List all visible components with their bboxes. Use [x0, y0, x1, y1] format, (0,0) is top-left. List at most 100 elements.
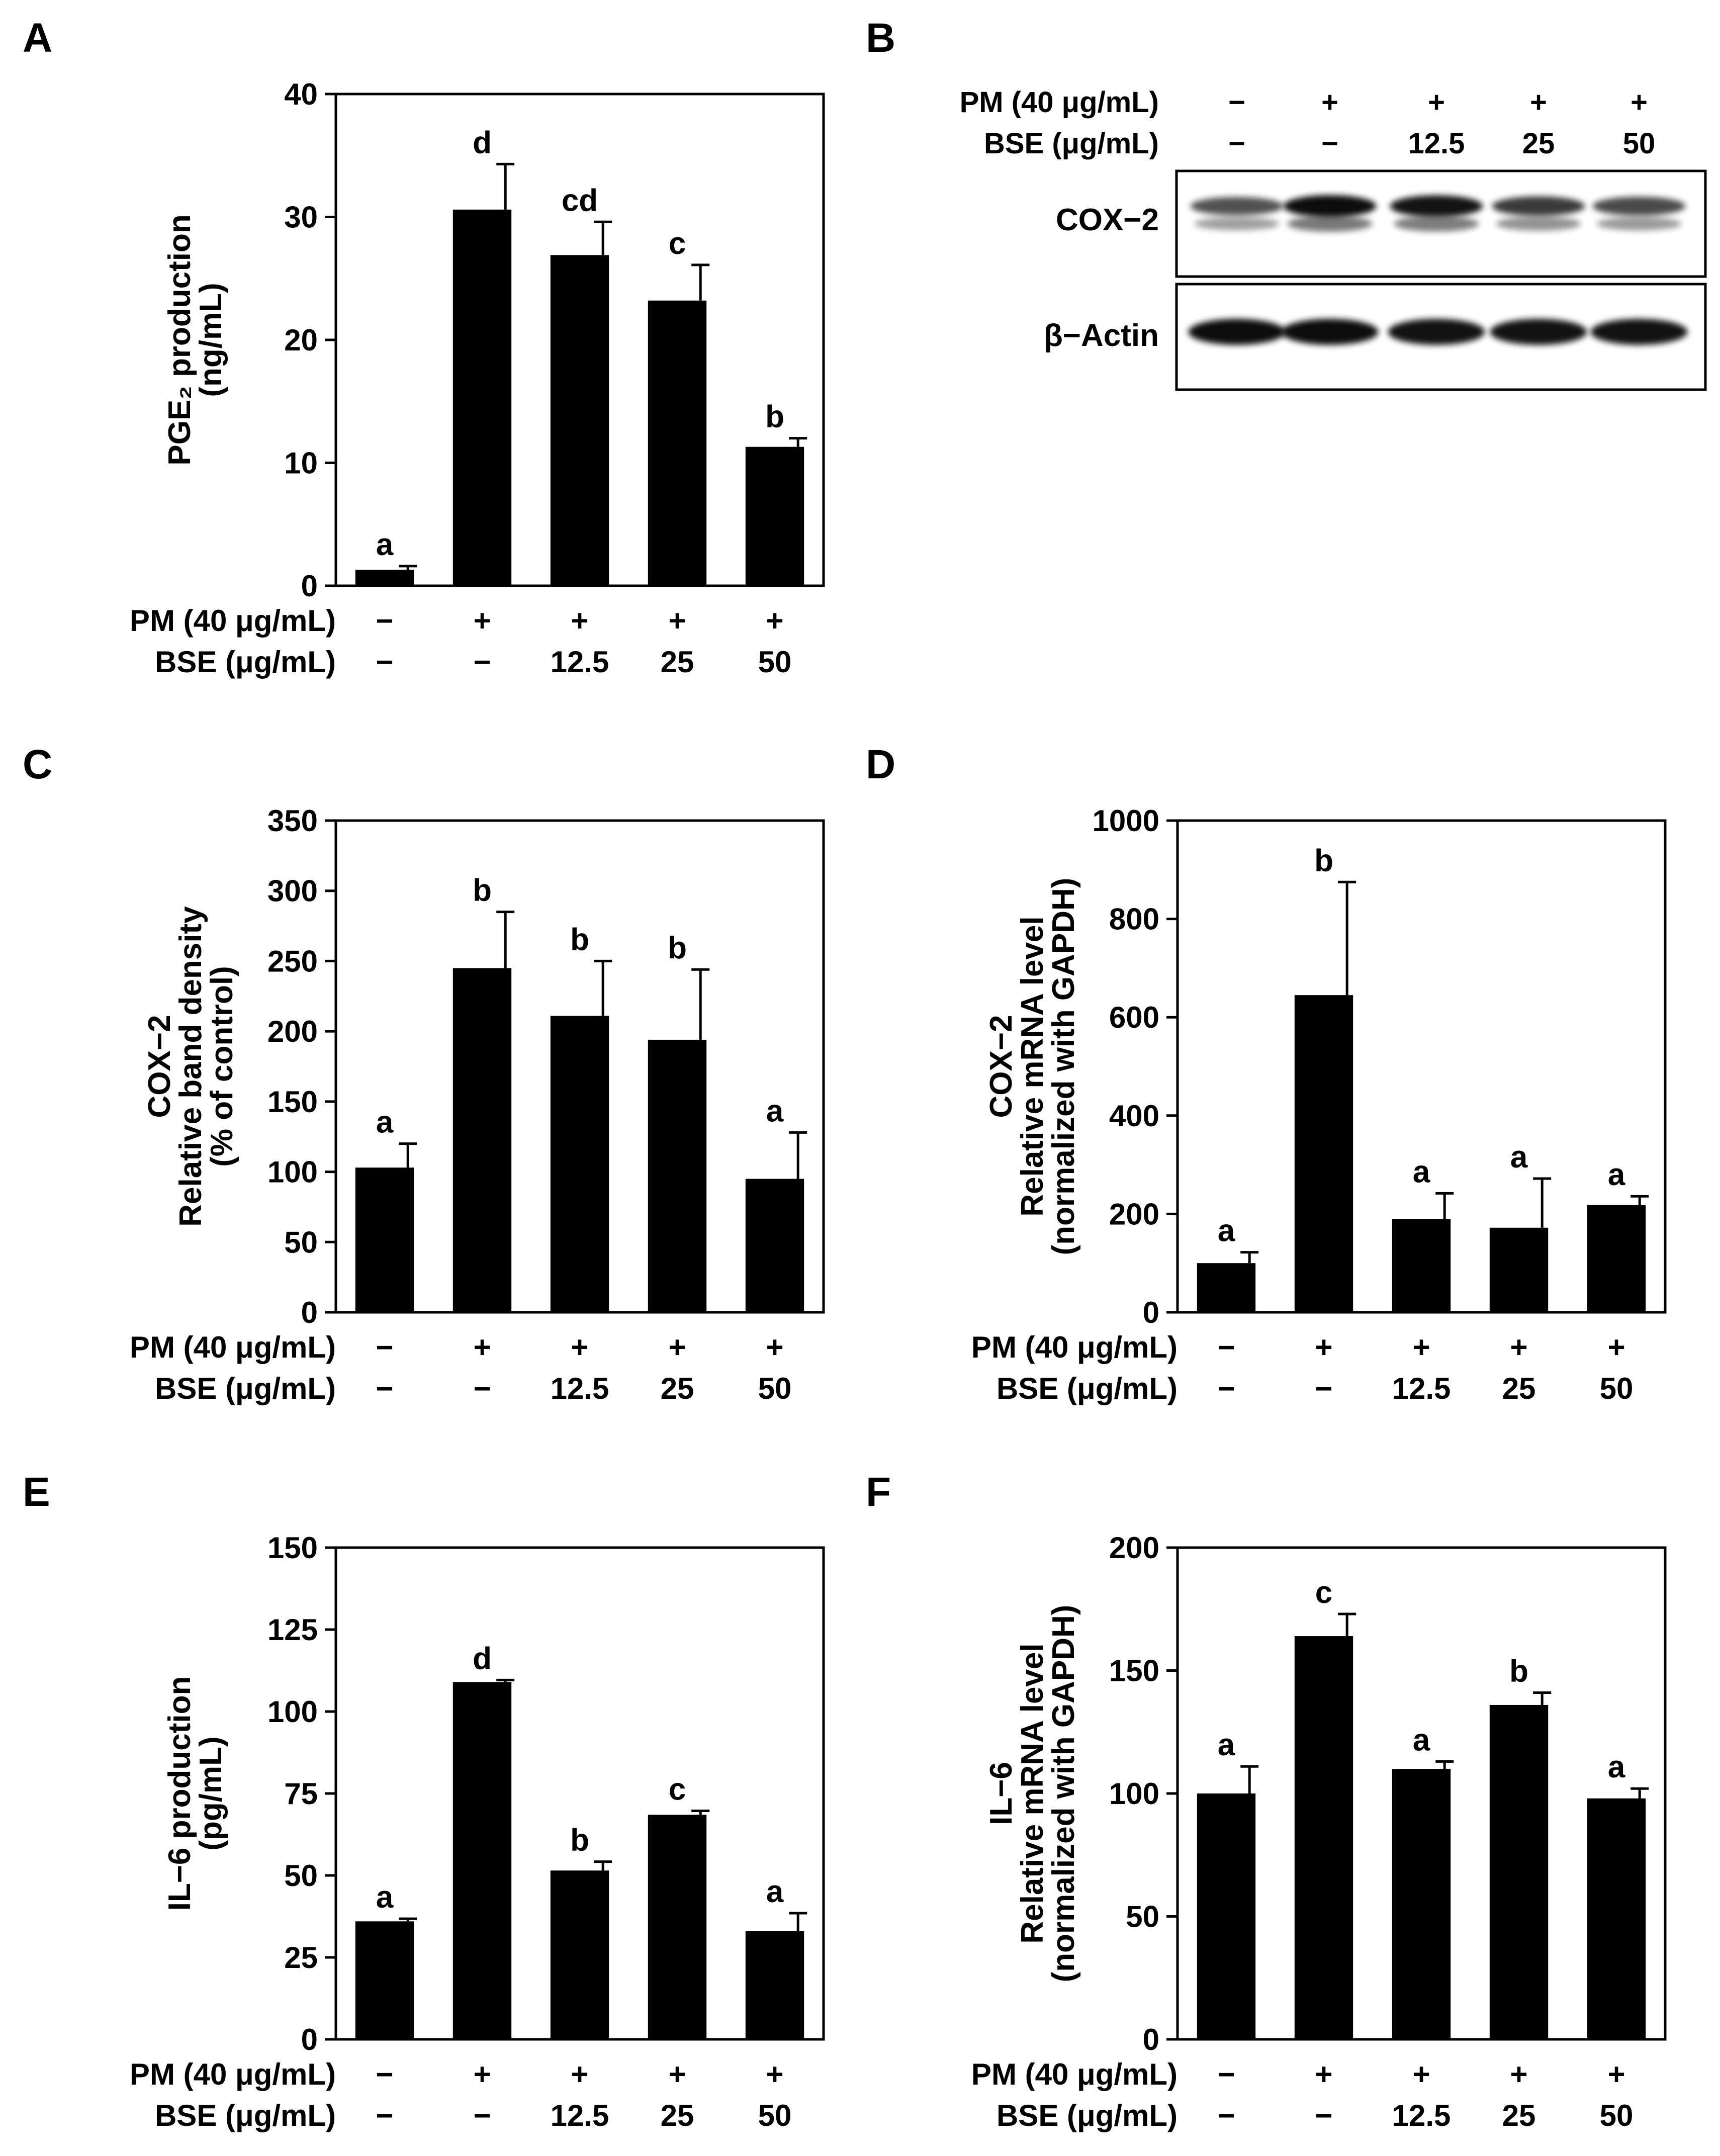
- y-tick-label: 0: [1143, 1296, 1159, 1329]
- bse-value: 12.5: [1392, 2099, 1451, 2132]
- y-tick-label: 0: [301, 2023, 318, 2056]
- bar: [355, 1921, 414, 2039]
- cox2-band-lower: [1496, 216, 1581, 231]
- chart-e-il6-production: 0 25 50 75 100 125 150 IL−6 production(pg/mL) a d…: [130, 1531, 825, 2132]
- y-tick-label: 0: [1143, 2023, 1159, 2056]
- bse-label: BSE (μg/mL): [155, 645, 336, 679]
- y-tick-label: 200: [267, 1015, 318, 1048]
- bse-value: 25: [661, 1372, 694, 1405]
- blot-bse-label: BSE (μg/mL): [984, 127, 1159, 160]
- y-tick-label: 300: [267, 874, 318, 908]
- significance-label: a: [376, 1880, 394, 1915]
- cox2-band-upper: [1492, 196, 1585, 216]
- y-tick-label: 0: [301, 1296, 318, 1329]
- significance-label: b: [570, 922, 589, 957]
- bse-value: −: [473, 2099, 491, 2132]
- significance-label: c: [1315, 1575, 1332, 1610]
- bar: [1294, 995, 1353, 1312]
- cox2-band-lower: [1287, 216, 1373, 232]
- cox2-band-upper: [1592, 197, 1686, 216]
- pm-sign: +: [473, 1330, 491, 1364]
- bse-value: −: [1217, 1372, 1235, 1405]
- pm-label: PM (40 μg/mL): [971, 1330, 1178, 1364]
- actin-band: [1281, 319, 1379, 345]
- panel-letter-e: E: [23, 1469, 50, 1515]
- significance-label: b: [668, 931, 687, 965]
- pm-sign: −: [1217, 2057, 1235, 2091]
- cox2-band-lower: [1394, 216, 1479, 232]
- pm-sign: −: [376, 2057, 393, 2091]
- bse-value: 25: [661, 645, 694, 679]
- significance-label: b: [570, 1823, 589, 1858]
- blot-pm-sign: +: [1428, 86, 1445, 119]
- significance-label: b: [1509, 1654, 1528, 1689]
- bar: [745, 1179, 804, 1312]
- y-tick-label: 20: [284, 323, 318, 357]
- bse-value: 25: [1502, 2099, 1536, 2132]
- bse-value: −: [376, 645, 393, 679]
- bse-label: BSE (μg/mL): [155, 2099, 336, 2132]
- pm-sign: +: [571, 2057, 588, 2091]
- y-tick-label: 1000: [1093, 804, 1159, 838]
- bar: [452, 1682, 512, 2039]
- significance-label: d: [473, 125, 492, 160]
- blot-label-actin: β−Actin: [1044, 318, 1159, 353]
- pm-sign: +: [668, 604, 686, 638]
- bse-value: 12.5: [1392, 1372, 1451, 1405]
- y-tick-label: 50: [1126, 1900, 1159, 1934]
- bse-label: BSE (μg/mL): [155, 1372, 336, 1405]
- panel-letter-b: B: [866, 15, 895, 61]
- y-tick-label: 200: [1109, 1197, 1159, 1231]
- actin-band: [1490, 319, 1587, 345]
- pm-label: PM (40 μg/mL): [130, 604, 336, 638]
- pm-sign: +: [1510, 1330, 1527, 1364]
- significance-label: a: [1413, 1723, 1430, 1757]
- blot-pm-sign: +: [1530, 86, 1547, 119]
- pm-sign: +: [1315, 2057, 1332, 2091]
- significance-label: a: [376, 1105, 394, 1140]
- bar: [648, 1039, 707, 1312]
- blot-bse-value: 12.5: [1408, 127, 1465, 160]
- y-tick-label: 100: [267, 1155, 318, 1189]
- western-blot: PM (40 μg/mL) BSE (μg/mL) − + + + + − − …: [960, 86, 1707, 391]
- bar: [648, 300, 707, 586]
- bse-value: 12.5: [551, 1372, 609, 1405]
- pm-sign: +: [571, 604, 588, 638]
- bse-label: BSE (μg/mL): [997, 1372, 1178, 1405]
- bar: [1197, 1793, 1256, 2039]
- y-tick-label: 0: [301, 569, 318, 603]
- y-axis-label: Relative mRNA level: [1015, 916, 1050, 1216]
- actin-band: [1590, 319, 1688, 345]
- pm-sign: +: [1412, 1330, 1430, 1364]
- significance-label: b: [1314, 843, 1333, 878]
- pm-sign: +: [1607, 1330, 1625, 1364]
- y-axis-label: (% of control): [205, 966, 239, 1167]
- blot-bse-value: −: [1228, 127, 1245, 160]
- y-tick-label: 100: [1109, 1777, 1159, 1811]
- pm-sign: +: [1510, 2057, 1527, 2091]
- pm-sign: +: [766, 2057, 783, 2091]
- y-tick-label: 125: [267, 1613, 318, 1647]
- pm-sign: +: [668, 2057, 686, 2091]
- y-tick-label: 600: [1109, 1001, 1159, 1034]
- pm-label: PM (40 μg/mL): [130, 1330, 336, 1364]
- significance-label: b: [473, 873, 492, 908]
- significance-label: cd: [562, 183, 598, 218]
- blot-pm-sign: +: [1631, 86, 1648, 119]
- bse-value: 25: [1502, 1372, 1536, 1405]
- y-tick-label: 250: [267, 944, 318, 978]
- y-tick-label: 10: [284, 446, 318, 480]
- bse-value: −: [1217, 2099, 1235, 2132]
- bar: [745, 446, 804, 586]
- bse-value: −: [376, 1372, 393, 1405]
- y-axis-label: (pg/mL): [194, 1736, 228, 1850]
- blot-bse-value: 50: [1623, 127, 1656, 160]
- bse-value: 25: [661, 2099, 694, 2132]
- y-tick-label: 50: [284, 1225, 318, 1259]
- blot-pm-sign: +: [1321, 86, 1338, 119]
- y-axis-label: COX−2: [984, 1015, 1019, 1118]
- bse-value: 50: [758, 2099, 792, 2132]
